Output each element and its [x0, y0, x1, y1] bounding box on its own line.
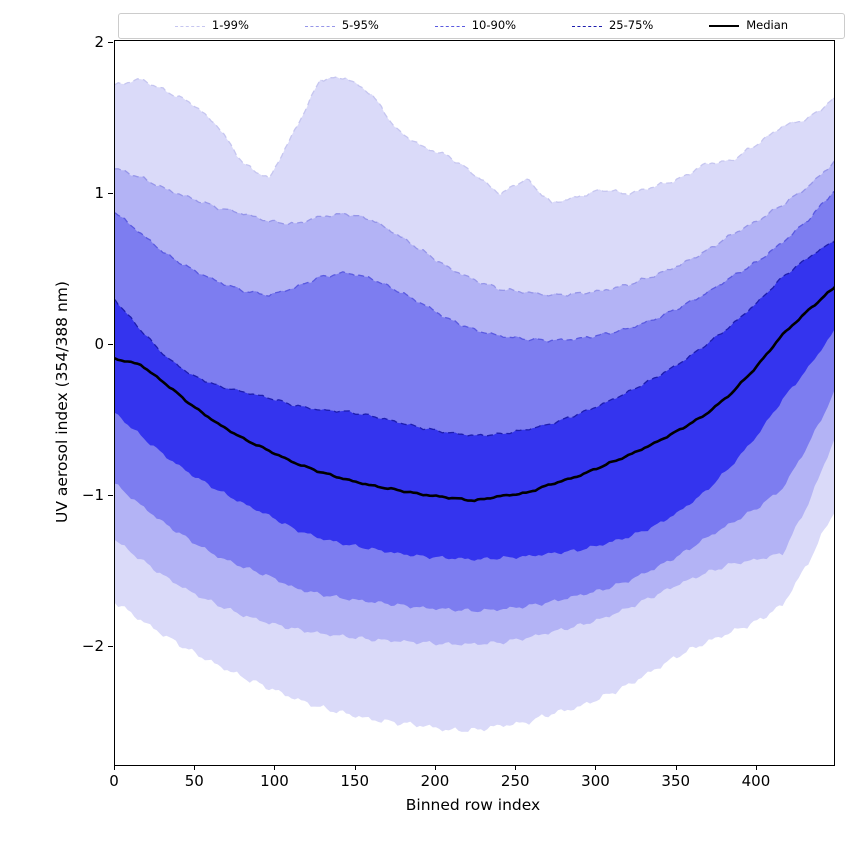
x-tick-mark — [114, 765, 115, 770]
x-tick-label: 350 — [661, 772, 691, 790]
y-axis-label: UV aerosol index (354/388 nm) — [53, 281, 71, 523]
legend-label: Median — [746, 18, 789, 33]
y-tick-label: 0 — [94, 335, 104, 354]
legend-label: 10-90% — [471, 18, 517, 33]
legend-line-sample-icon — [304, 25, 335, 27]
x-tick-label: 100 — [260, 772, 289, 790]
percentile-line-p99 — [115, 76, 834, 204]
x-tick-mark — [434, 765, 436, 770]
legend-entry-10-90%: 10-90% — [434, 18, 517, 33]
legend-line-sample-icon — [571, 25, 602, 27]
legend-line-sample-icon — [434, 25, 465, 27]
legend-label: 25-75% — [608, 18, 654, 33]
y-tick-mark — [108, 41, 113, 43]
y-tick-label: 1 — [94, 184, 104, 203]
x-tick-label: 400 — [741, 772, 771, 790]
percentile-fan-chart — [115, 76, 834, 732]
x-axis-label: Binned row index — [405, 796, 541, 814]
legend-entry-1-99%: 1-99% — [174, 18, 249, 33]
legend-entry-5-95%: 5-95% — [304, 18, 379, 33]
x-tick-label: 200 — [420, 772, 450, 790]
y-tick-label: −2 — [81, 637, 104, 656]
x-tick-label: 250 — [500, 772, 530, 790]
x-tick-label: 300 — [581, 772, 610, 790]
legend: 1-99% 5-95% 10-90% 25-75% Median — [118, 13, 845, 39]
legend-label: 5-95% — [341, 18, 379, 33]
x-tick-mark — [515, 765, 517, 770]
x-tick-mark — [274, 765, 276, 770]
y-tick-mark — [108, 646, 113, 648]
y-tick-mark — [108, 495, 113, 497]
plot-area — [114, 40, 835, 766]
x-tick-label: 150 — [340, 772, 370, 790]
x-tick-mark — [354, 765, 356, 770]
y-tick-mark — [108, 344, 113, 346]
legend-entry-Median: Median — [709, 20, 788, 32]
band-fill-25-75% — [115, 240, 834, 561]
x-tick-mark — [675, 765, 677, 770]
y-tick-label: −1 — [81, 486, 104, 505]
y-tick-mark — [108, 193, 113, 195]
legend-line-sample-icon — [709, 25, 740, 27]
x-tick-mark — [755, 765, 757, 770]
legend-entry-25-75%: 25-75% — [571, 18, 654, 33]
percentile-line-p95 — [115, 160, 834, 297]
x-tick-label: 50 — [184, 772, 204, 790]
x-tick-label: 0 — [109, 772, 119, 790]
x-tick-mark — [194, 765, 196, 770]
median-line — [115, 286, 834, 503]
legend-line-sample-icon — [174, 25, 205, 27]
x-tick-mark — [595, 765, 597, 770]
percentile-line-p90 — [115, 190, 834, 343]
legend-label: 1-99% — [211, 18, 249, 33]
y-tick-label: 2 — [94, 32, 104, 51]
